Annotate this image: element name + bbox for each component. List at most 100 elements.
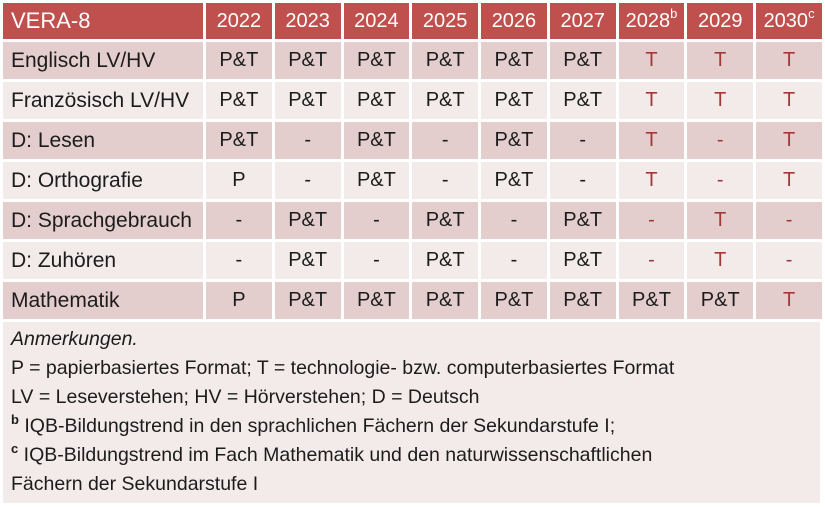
value-cell: P&T: [343, 162, 410, 199]
year-header-2028: 2028b: [618, 3, 685, 39]
value-cell: T: [687, 202, 754, 239]
value-cell: P&T: [481, 122, 547, 159]
table-header-row: VERA-8 2022 2023 2024 2025 2026 2027 2028b 2029…: [3, 3, 822, 39]
value-cell: T: [687, 42, 754, 79]
value-cell: -: [412, 162, 479, 199]
value-cell: P&T: [206, 82, 272, 119]
row-label: Englisch LV/HV: [3, 42, 203, 79]
value-cell: P&T: [481, 42, 547, 79]
value-cell: P&T: [274, 282, 341, 319]
value-cell: P&T: [412, 242, 479, 279]
note-line: Anmerkungen.: [11, 328, 138, 350]
value-cell: P&T: [343, 122, 410, 159]
value-cell: P&T: [687, 282, 754, 319]
value-cell: P&T: [274, 202, 341, 239]
table-row: D: Orthografie P - P&T - P&T - T - T: [3, 162, 822, 199]
notes: Anmerkungen. P = papierbasiertes Format; …: [3, 322, 820, 503]
value-cell: T: [687, 242, 754, 279]
value-cell: P&T: [549, 42, 616, 79]
year-header-2030: 2030c: [756, 3, 822, 39]
value-cell: -: [274, 122, 341, 159]
value-cell: T: [618, 162, 685, 199]
row-label: Mathematik: [3, 282, 203, 319]
row-label: Französisch LV/HV: [3, 82, 203, 119]
value-cell: -: [549, 122, 616, 159]
value-cell: -: [481, 202, 547, 239]
year-header-2024: 2024: [343, 3, 410, 39]
value-cell: T: [618, 122, 685, 159]
value-cell: P&T: [274, 242, 341, 279]
footnote-marker-b: b: [670, 5, 678, 21]
value-cell: P&T: [412, 202, 479, 239]
value-cell: P&T: [549, 242, 616, 279]
year-header-2025: 2025: [412, 3, 479, 39]
value-cell: P&T: [481, 82, 547, 119]
value-cell: P: [206, 162, 272, 199]
footnote-marker-c: c: [808, 5, 815, 21]
note-line: LV = Leseverstehen; HV = Hörverstehen; D…: [11, 386, 480, 408]
year-header-2026: 2026: [481, 3, 547, 39]
table-row: D: Lesen P&T - P&T - P&T - T - T: [3, 122, 822, 159]
footnote-marker-c: c: [11, 440, 19, 456]
value-cell: P&T: [343, 282, 410, 319]
vera8-table: VERA-8 2022 2023 2024 2025 2026 2027 2028b 2029…: [3, 3, 822, 319]
row-label: D: Lesen: [3, 122, 203, 159]
value-cell: P&T: [274, 42, 341, 79]
value-cell: -: [343, 242, 410, 279]
value-cell: T: [756, 282, 822, 319]
value-cell: -: [343, 202, 410, 239]
value-cell: T: [618, 82, 685, 119]
value-cell: -: [412, 122, 479, 159]
value-cell: P&T: [412, 42, 479, 79]
value-cell: -: [687, 162, 754, 199]
note-line: c IQB-Bildungstrend im Fach Mathematik u…: [11, 440, 653, 496]
footnote-marker-b: b: [11, 411, 19, 427]
row-label: D: Zuhören: [3, 242, 203, 279]
value-cell: P&T: [481, 282, 547, 319]
table-row: D: Zuhören - P&T - P&T - P&T - T -: [3, 242, 822, 279]
value-cell: P&T: [618, 282, 685, 319]
row-label: D: Orthografie: [3, 162, 203, 199]
table-title: VERA-8: [3, 3, 203, 39]
value-cell: P&T: [412, 282, 479, 319]
note-line: b IQB-Bildungstrend in den sprachlichen …: [11, 411, 616, 438]
value-cell: T: [618, 42, 685, 79]
value-cell: P: [206, 282, 272, 319]
value-cell: P&T: [343, 42, 410, 79]
value-cell: P&T: [206, 122, 272, 159]
value-cell: P&T: [549, 82, 616, 119]
value-cell: P&T: [206, 42, 272, 79]
value-cell: T: [756, 42, 822, 79]
value-cell: T: [756, 122, 822, 159]
value-cell: P&T: [343, 82, 410, 119]
value-cell: T: [756, 162, 822, 199]
value-cell: P&T: [274, 82, 341, 119]
value-cell: -: [687, 122, 754, 159]
value-cell: P&T: [549, 202, 616, 239]
table-row: Mathematik P P&T P&T P&T P&T P&T P&T P&T T: [3, 282, 822, 319]
year-header-2027: 2027: [549, 3, 616, 39]
value-cell: -: [549, 162, 616, 199]
year-header-2022: 2022: [206, 3, 272, 39]
value-cell: P&T: [412, 82, 479, 119]
value-cell: -: [206, 202, 272, 239]
year-header-2029: 2029: [687, 3, 754, 39]
note-line: P = papierbasiertes Format; T = technolo…: [11, 357, 675, 379]
table-row: D: Sprachgebrauch - P&T - P&T - P&T - T -: [3, 202, 822, 239]
table-row: Englisch LV/HV P&T P&T P&T P&T P&T P&T T T T: [3, 42, 822, 79]
value-cell: P&T: [481, 162, 547, 199]
value-cell: T: [687, 82, 754, 119]
table-body: Englisch LV/HV P&T P&T P&T P&T P&T P&T T T T Franz…: [3, 42, 822, 319]
value-cell: -: [756, 242, 822, 279]
row-label: D: Sprachgebrauch: [3, 202, 203, 239]
value-cell: -: [756, 202, 822, 239]
value-cell: T: [756, 82, 822, 119]
value-cell: -: [618, 202, 685, 239]
year-header-2023: 2023: [274, 3, 341, 39]
value-cell: -: [206, 242, 272, 279]
value-cell: -: [274, 162, 341, 199]
table-row: Französisch LV/HV P&T P&T P&T P&T P&T P&T T T T: [3, 82, 822, 119]
value-cell: -: [481, 242, 547, 279]
value-cell: -: [618, 242, 685, 279]
